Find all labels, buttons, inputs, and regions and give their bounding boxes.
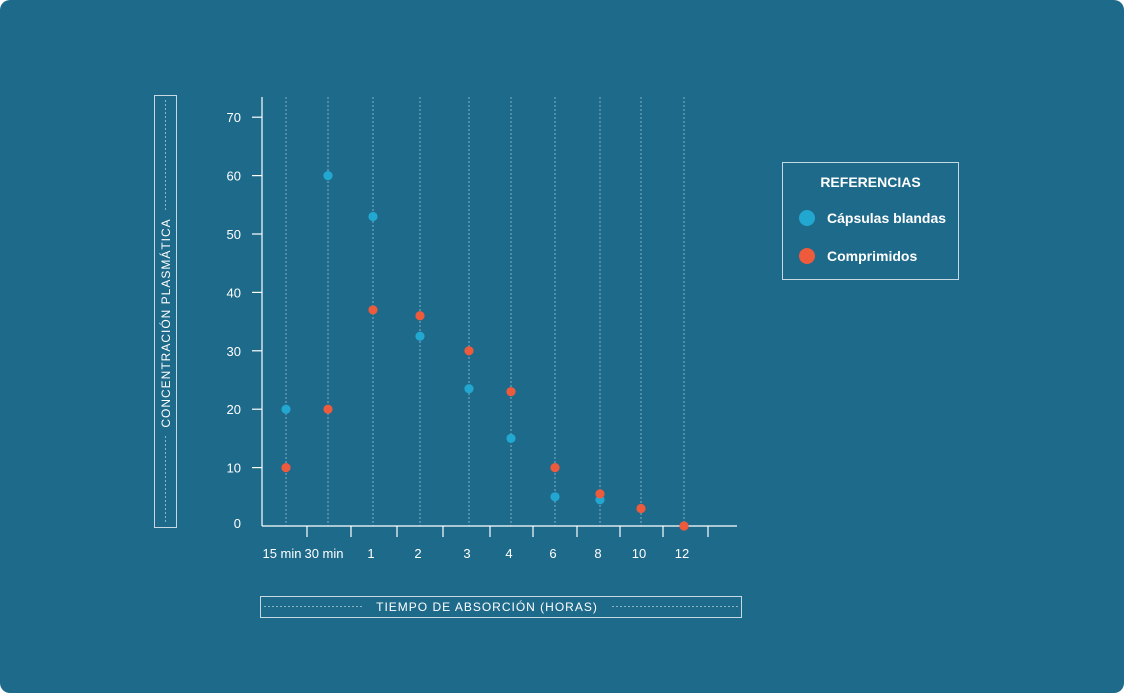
data-point [636,503,646,514]
data-point [323,404,333,414]
y-axis-title-frame [154,95,177,528]
legend-item-capsulas: Cápsulas blandas [799,210,946,226]
x-tick-label: 10 [632,546,646,561]
data-point [368,305,378,315]
data-point [506,387,516,397]
y-tick-label: 40 [227,285,241,300]
points-layer [281,171,689,531]
x-tick-label: 30 min [304,546,343,561]
data-point [281,463,291,473]
legend-label: Cápsulas blandas [827,210,947,226]
data-point [506,433,516,443]
x-axis-title-frame [260,596,742,618]
data-point [415,311,425,321]
x-tick-label: 1 [367,546,374,561]
y-tick-label: 0 [234,516,241,531]
data-point [323,171,333,181]
data-point [464,346,474,356]
x-tick-label: 8 [594,546,601,561]
y-axis-title: CONCENTRACIÓN PLASMÁTICA [158,218,173,427]
x-tick-label: 4 [505,546,512,561]
y-tick-label: 50 [227,227,241,242]
y-tick-label: 10 [227,461,241,476]
legend-item-comprimidos: Comprimidos [799,248,917,264]
data-point [368,211,378,222]
data-point [281,404,291,414]
data-point [464,384,474,394]
x-tick-label: 15 min [262,546,301,561]
y-tick-label: 30 [227,344,241,359]
y-tick-label: 20 [227,402,241,417]
x-tick-label: 3 [463,546,470,561]
y-tick-label: 70 [227,110,241,125]
grid-layer [285,97,685,526]
legend-dot-icon [799,210,815,226]
x-tick-label: 6 [549,546,556,561]
legend: REFERENCIAS Cápsulas blandas Comprimidos [782,162,959,280]
x-tick-label: 12 [675,546,689,561]
data-point [550,463,560,473]
data-point [415,331,425,341]
legend-title: REFERENCIAS [820,174,921,190]
y-tick-label: 60 [227,169,241,184]
x-tick-label: 2 [414,546,421,561]
legend-label: Comprimidos [827,248,918,264]
legend-dot-icon [799,248,815,264]
x-axis-title: TIEMPO DE ABSORCIÓN (HORAS) [376,599,598,614]
data-point [595,489,605,499]
y-axis-title-mask [158,210,173,436]
x-axis-title-mask [364,599,610,614]
data-point [550,492,560,502]
data-point [679,521,689,531]
